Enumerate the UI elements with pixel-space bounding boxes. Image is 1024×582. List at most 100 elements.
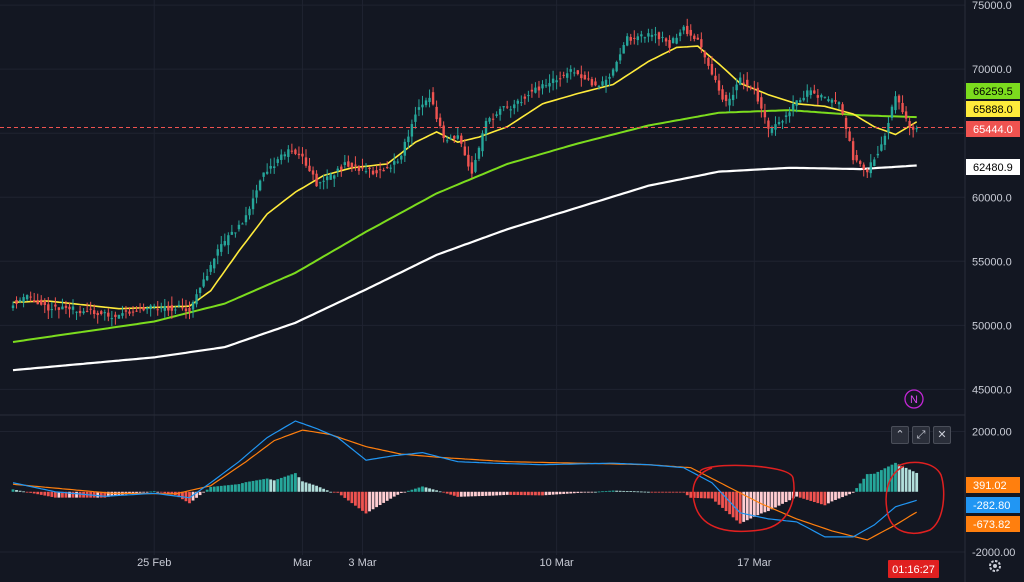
candle <box>731 86 735 107</box>
histogram-bar <box>495 491 499 496</box>
macd-panel[interactable] <box>11 420 919 541</box>
maximize-pane-button[interactable]: ⤢ <box>912 426 930 444</box>
histogram-bar <box>752 491 756 517</box>
histogram-bar <box>75 491 78 498</box>
candle <box>908 117 911 136</box>
collapse-pane-button[interactable]: ⌃ <box>891 426 909 444</box>
candle <box>590 76 594 88</box>
histogram-bar <box>279 477 283 492</box>
histogram-bar <box>682 491 686 493</box>
candle <box>834 91 837 105</box>
candle <box>876 145 880 159</box>
histogram-bar <box>865 474 869 492</box>
histogram-bar <box>57 491 61 498</box>
histogram-bar <box>590 491 594 493</box>
settings-icon-center <box>993 564 997 568</box>
histogram-bar <box>887 466 890 492</box>
candle <box>311 166 315 181</box>
value-badge-histogram: 391.02 <box>966 477 1020 493</box>
histogram-bar <box>339 491 343 496</box>
candle <box>541 80 544 95</box>
histogram-bar <box>851 491 855 493</box>
candle <box>897 94 901 110</box>
candle <box>710 56 714 76</box>
candle <box>347 155 350 168</box>
candle <box>265 163 269 175</box>
candle <box>781 119 784 130</box>
candle <box>844 115 848 138</box>
candle <box>883 133 887 151</box>
candle <box>714 67 717 83</box>
candle <box>361 158 364 171</box>
histogram-bar <box>350 491 354 504</box>
histogram-bar <box>414 488 417 492</box>
candle <box>738 72 742 86</box>
histogram-bar <box>301 481 304 492</box>
close-pane-button[interactable]: ✕ <box>933 426 951 444</box>
candle <box>78 305 82 317</box>
histogram-bar <box>827 491 830 504</box>
time-tick-label: Mar <box>293 557 312 569</box>
histogram-bar <box>463 491 467 497</box>
histogram-bar <box>678 491 682 493</box>
price-panel[interactable] <box>0 18 965 372</box>
histogram-bar <box>586 491 590 493</box>
candle <box>767 117 770 138</box>
candle <box>255 184 258 204</box>
candle <box>385 161 389 169</box>
macd-histogram <box>11 462 919 524</box>
macd-line <box>12 420 917 538</box>
histogram-bar <box>530 491 534 496</box>
candle <box>580 65 583 87</box>
histogram-bar <box>548 491 551 495</box>
candle <box>188 301 191 320</box>
annotations <box>692 461 945 534</box>
candle <box>329 172 332 180</box>
histogram-bar <box>258 479 262 492</box>
candle <box>68 302 71 318</box>
histogram-bar <box>50 491 54 497</box>
candle <box>784 111 788 124</box>
candle <box>410 119 414 145</box>
histogram-bar <box>484 491 488 496</box>
histogram-bar <box>25 491 29 493</box>
candle <box>650 28 654 42</box>
histogram-bar <box>428 488 431 492</box>
candle <box>724 91 728 107</box>
time-tick-label: 17 Mar <box>737 557 772 569</box>
histogram-bar <box>343 491 347 498</box>
histogram-bar <box>523 491 527 496</box>
candle <box>717 73 721 95</box>
histogram-bar <box>798 491 802 498</box>
histogram-bar <box>61 491 64 498</box>
candle <box>873 157 876 167</box>
histogram-bar <box>509 491 513 495</box>
candle <box>25 294 29 302</box>
svg-text:62480.9: 62480.9 <box>973 162 1013 174</box>
candle <box>297 146 301 159</box>
indicator-marker[interactable]: N <box>904 389 924 409</box>
candle <box>414 106 417 129</box>
time-tick-label: 3 Mar <box>348 557 376 569</box>
histogram-bar <box>442 491 446 493</box>
ma-slow-line <box>12 164 917 372</box>
candle <box>36 293 39 305</box>
candle <box>382 167 385 172</box>
candle <box>470 155 474 179</box>
histogram-bar <box>445 491 449 494</box>
candle <box>357 165 361 175</box>
histogram-bar <box>332 491 336 493</box>
histogram-bar <box>255 480 258 492</box>
histogram-bar <box>283 476 287 492</box>
histogram-bar <box>459 491 463 497</box>
histogram-bar <box>368 491 371 512</box>
settings-icon[interactable] <box>989 560 1001 572</box>
candle <box>848 127 851 142</box>
time-axis[interactable]: 25 Feb Mar 3 Mar 10 Mar 17 Mar <box>137 557 772 569</box>
candle <box>901 95 904 115</box>
candles <box>11 18 918 327</box>
candle <box>520 95 523 107</box>
candle <box>230 224 234 235</box>
